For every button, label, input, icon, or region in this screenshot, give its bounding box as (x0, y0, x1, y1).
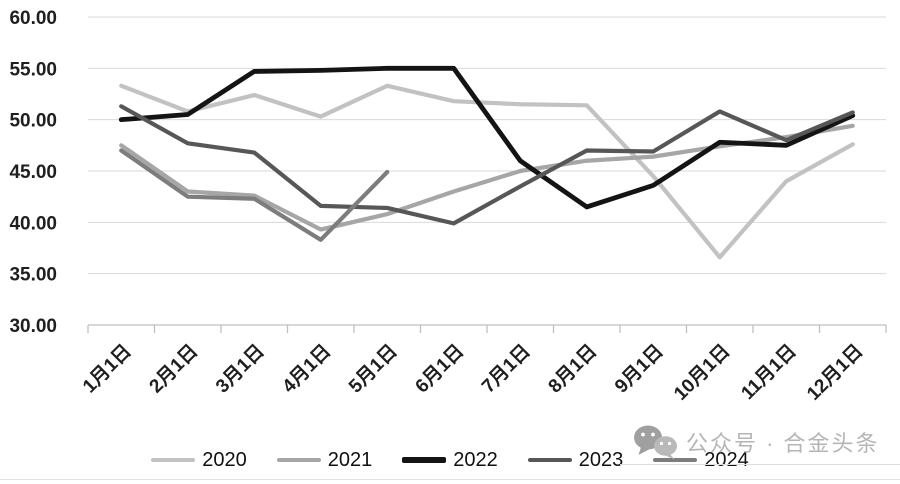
y-axis-label: 40.00 (9, 213, 57, 234)
line-chart: 60.00 55.00 50.00 45.00 40.00 35.00 30.00 1月1日 2… (9, 8, 887, 405)
x-axis-label: 8月1日 (545, 341, 602, 398)
legend-item-2022: 2022 (402, 450, 498, 470)
x-axis-label: 2月1日 (146, 341, 203, 398)
x-axis-label: 3月1日 (212, 341, 269, 398)
series-line-2024 (119, 148, 390, 242)
legend-item-2024: 2024 (653, 450, 749, 470)
y-axis-label: 35.00 (9, 265, 57, 286)
legend-swatch-2023 (527, 457, 572, 463)
watermark-text: 公众号 · 合金头条 (686, 431, 880, 456)
wechat-icon (634, 425, 677, 460)
legend-swatch-2021 (276, 457, 321, 463)
y-axis-label: 60.00 (9, 8, 57, 29)
legend-item-2021: 2021 (276, 449, 373, 471)
x-axis-label: 1月1日 (79, 341, 136, 398)
x-axis-label: 4月1日 (279, 341, 336, 398)
legend-item-2020: 2020 (151, 450, 247, 470)
legend-swatch-2022 (402, 457, 447, 463)
y-axis-label: 30.00 (9, 316, 57, 337)
legend-item-2023: 2023 (527, 449, 624, 471)
x-axis-label: 10月1日 (670, 341, 734, 405)
legend-label: 2024 (704, 449, 749, 471)
divider-line (0, 479, 900, 480)
series-line-2022 (118, 65, 856, 210)
x-axis-label: 9月1日 (611, 341, 668, 398)
legend-label: 2022 (453, 449, 498, 471)
y-axis-label: 45.00 (9, 162, 57, 183)
series-line-2023 (119, 104, 855, 226)
divider-line (620, 464, 900, 465)
x-axis-label: 12月1日 (803, 341, 867, 405)
series-line-2020 (119, 83, 855, 260)
legend-label: 2023 (578, 449, 624, 471)
y-axis-label: 50.00 (9, 111, 57, 132)
chart-legend: 2020 2021 2022 2023 2024 (0, 450, 900, 470)
legend-swatch-2020 (151, 457, 196, 463)
x-axis-label: 11月1日 (737, 341, 800, 404)
y-axis-label: 55.00 (9, 59, 57, 80)
x-axis-label: 5月1日 (345, 341, 402, 398)
legend-label: 2021 (327, 449, 373, 471)
x-axis-label: 6月1日 (412, 341, 469, 398)
watermark: 公众号 · 合金头条 (632, 424, 880, 460)
x-axis-label: 7月1日 (478, 341, 535, 398)
legend-label: 2020 (202, 449, 247, 471)
legend-swatch-2024 (653, 457, 698, 463)
